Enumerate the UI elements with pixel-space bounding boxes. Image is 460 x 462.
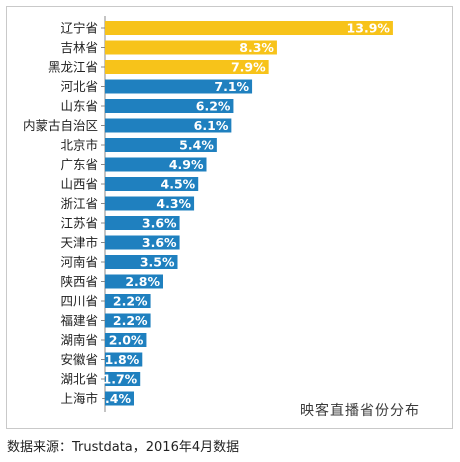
category-label: 辽宁省 (60, 21, 98, 36)
category-label: 上海市 (60, 391, 98, 406)
bar (105, 235, 180, 250)
category-label: 天津市 (60, 235, 98, 250)
category-label: 河北省 (60, 79, 98, 94)
data-label: 2.8% (125, 274, 160, 289)
data-label: 4.5% (161, 177, 196, 192)
chart-title: 映客直播省份分布 (300, 403, 420, 419)
data-label: 7.1% (214, 79, 249, 94)
data-label: 4.9% (169, 157, 204, 172)
category-label: 湖南省 (60, 333, 98, 348)
category-label: 陕西省 (60, 274, 98, 289)
category-label: 黑龙江省 (48, 60, 98, 75)
bar (105, 118, 232, 133)
category-label: 四川省 (60, 294, 98, 309)
category-label: 河南省 (60, 255, 98, 270)
category-label: 福建省 (60, 313, 98, 328)
data-label: 5.4% (179, 138, 214, 153)
data-label: 2.0% (109, 333, 144, 348)
data-label: 6.2% (196, 99, 231, 114)
data-label: 3.6% (142, 216, 177, 231)
bar (105, 391, 134, 406)
category-label: 吉林省 (60, 40, 98, 55)
data-label: 2.2% (113, 313, 148, 328)
bar (105, 294, 151, 308)
bar (105, 196, 195, 211)
bar (105, 21, 393, 35)
bar (105, 60, 269, 74)
data-label: 8.3% (239, 40, 274, 55)
data-label: 1.8% (105, 352, 140, 367)
bar (105, 138, 217, 152)
bar (105, 177, 199, 191)
bar (105, 313, 151, 328)
data-label: 6.1% (194, 118, 229, 133)
bar (105, 216, 180, 230)
bar (105, 333, 147, 347)
bar (105, 372, 141, 386)
bar (105, 99, 234, 113)
category-label: 湖北省 (60, 372, 98, 387)
data-label: 13.9% (347, 21, 391, 36)
category-label: 山东省 (60, 99, 98, 114)
bar (105, 274, 163, 289)
bar (105, 79, 253, 94)
bar (105, 40, 277, 55)
category-label: 安徽省 (60, 352, 98, 367)
data-label: 1.4% (96, 391, 131, 406)
bar (105, 157, 207, 172)
data-label: 3.6% (142, 235, 177, 250)
data-label: 3.5% (140, 255, 175, 270)
category-label: 广东省 (60, 157, 98, 172)
bar (105, 352, 143, 367)
category-label: 内蒙古自治区 (23, 118, 98, 133)
source-note: 数据来源：Trustdata，2016年4月数据 (7, 440, 240, 455)
category-label: 江苏省 (60, 216, 98, 231)
category-label: 北京市 (60, 138, 98, 153)
data-label: 1.7% (103, 372, 138, 387)
chart-frame (6, 6, 453, 429)
bar (105, 255, 178, 269)
category-label: 山西省 (60, 177, 98, 192)
data-label: 7.9% (231, 60, 266, 75)
category-label: 浙江省 (60, 196, 98, 211)
data-label: 2.2% (113, 294, 148, 309)
data-label: 4.3% (156, 196, 191, 211)
